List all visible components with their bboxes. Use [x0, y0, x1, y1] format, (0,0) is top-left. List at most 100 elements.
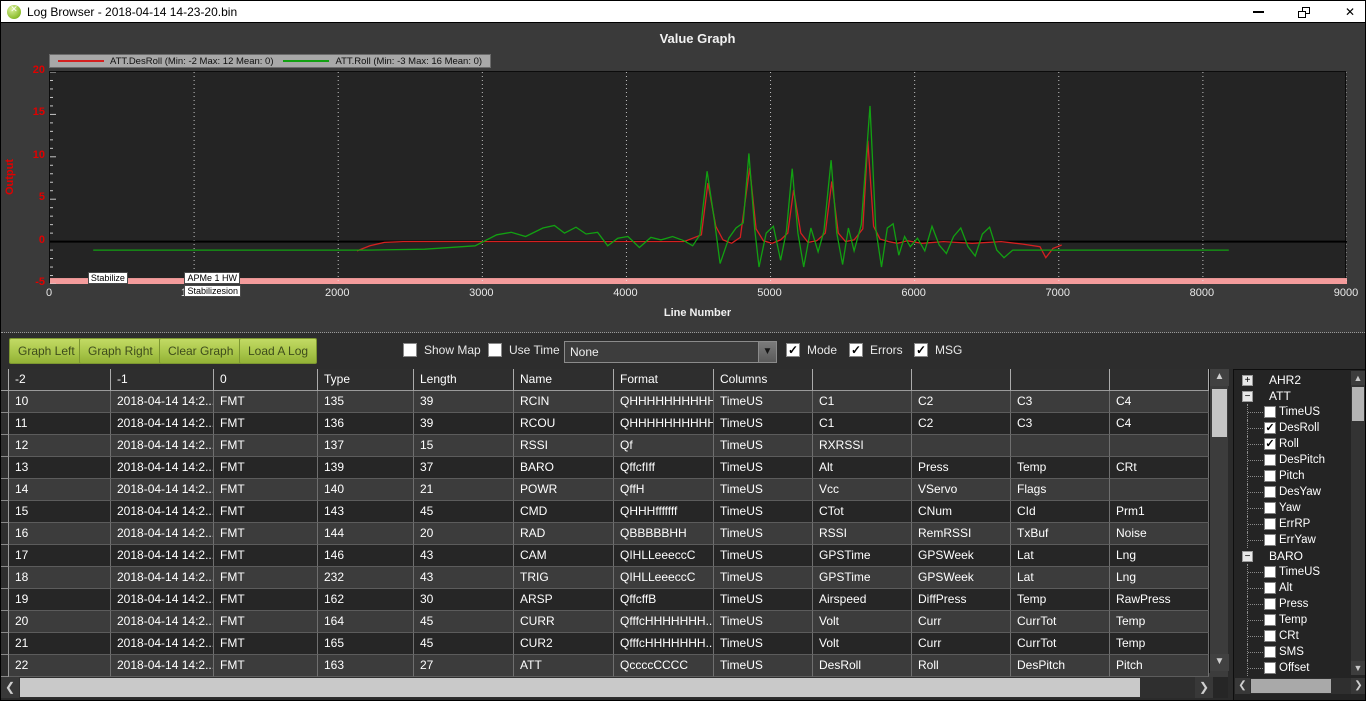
table-cell[interactable]: FMT: [214, 567, 318, 589]
tree-checkbox[interactable]: [1264, 566, 1276, 578]
table-cell[interactable]: CMD: [514, 501, 614, 523]
tree-leaf-offset[interactable]: Offset: [1234, 660, 1352, 676]
tree-leaf-erryaw[interactable]: ErrYaw: [1234, 532, 1352, 548]
table-cell[interactable]: ARSP: [514, 589, 614, 611]
checkbox-show-map[interactable]: Show Map: [403, 343, 481, 357]
table-cell[interactable]: GPSWeek: [912, 545, 1011, 567]
table-cell[interactable]: Vcc: [813, 479, 912, 501]
checkbox-box[interactable]: [403, 343, 417, 357]
row-header-cell[interactable]: [1, 523, 9, 545]
table-cell[interactable]: RSSI: [813, 523, 912, 545]
tree-checkbox[interactable]: [1264, 630, 1276, 642]
table-cell[interactable]: Pitch: [1110, 655, 1209, 677]
row-header-cell[interactable]: [1, 479, 9, 501]
table-cell[interactable]: DesPitch: [1011, 655, 1110, 677]
scroll-right-icon[interactable]: ❯: [1195, 677, 1213, 698]
table-cell[interactable]: ATT: [514, 655, 614, 677]
button-load-a-log[interactable]: Load A Log: [239, 338, 318, 364]
table-row[interactable]: 19 2018-04-14 14:2... FMT 162 30 ARSP QffcffB T…: [1, 589, 1228, 611]
column-header[interactable]: Length: [414, 369, 514, 391]
table-row[interactable]: 22 2018-04-14 14:2... FMT 163 27 ATT QccccCCCC…: [1, 655, 1228, 677]
table-cell[interactable]: FMT: [214, 545, 318, 567]
table-cell[interactable]: Airspeed: [813, 589, 912, 611]
table-cell[interactable]: 21: [414, 479, 514, 501]
column-header[interactable]: [1110, 369, 1209, 391]
table-cell[interactable]: CAM: [514, 545, 614, 567]
row-header-cell[interactable]: [1, 435, 9, 457]
table-cell[interactable]: [912, 435, 1011, 457]
table-cell[interactable]: FMT: [214, 391, 318, 413]
table-cell[interactable]: 20: [9, 611, 111, 633]
table-cell[interactable]: QHHHHHHHHHH...: [614, 391, 714, 413]
table-cell[interactable]: TimeUS: [714, 633, 813, 655]
table-cell[interactable]: C3: [1011, 413, 1110, 435]
tree-leaf-timeus[interactable]: TimeUS: [1234, 404, 1352, 420]
table-cell[interactable]: 10: [9, 391, 111, 413]
table-cell[interactable]: FMT: [214, 655, 318, 677]
tree-checkbox[interactable]: [1264, 518, 1276, 530]
table-row[interactable]: 15 2018-04-14 14:2... FMT 143 45 CMD QHHHfffff…: [1, 501, 1228, 523]
table-cell[interactable]: RemRSSI: [912, 523, 1011, 545]
tree-checkbox[interactable]: ✓: [1264, 438, 1276, 450]
table-cell[interactable]: TimeUS: [714, 589, 813, 611]
table-cell[interactable]: 2018-04-14 14:2...: [111, 523, 214, 545]
table-cell[interactable]: BARO: [514, 457, 614, 479]
table-cell[interactable]: 39: [414, 413, 514, 435]
table-cell[interactable]: 2018-04-14 14:2...: [111, 391, 214, 413]
plot-area[interactable]: [49, 71, 1347, 284]
table-cell[interactable]: CurrTot: [1011, 611, 1110, 633]
table-cell[interactable]: 2018-04-14 14:2...: [111, 611, 214, 633]
table-cell[interactable]: Curr: [912, 611, 1011, 633]
table-cell[interactable]: 27: [414, 655, 514, 677]
table-cell[interactable]: 45: [414, 611, 514, 633]
table-cell[interactable]: 136: [318, 413, 414, 435]
table-cell[interactable]: Temp: [1110, 633, 1209, 655]
table-cell[interactable]: 12: [9, 435, 111, 457]
table-cell[interactable]: [1110, 435, 1209, 457]
column-header[interactable]: Type: [318, 369, 414, 391]
row-header-cell[interactable]: [1, 655, 9, 677]
checkbox-box[interactable]: ✓: [786, 343, 800, 357]
row-header-cell[interactable]: [1, 545, 9, 567]
table-cell[interactable]: CRt: [1110, 457, 1209, 479]
table-cell[interactable]: CNum: [912, 501, 1011, 523]
table-cell[interactable]: QfffcHHHHHHH...: [614, 611, 714, 633]
table-cell[interactable]: TimeUS: [714, 435, 813, 457]
table-cell[interactable]: 14: [9, 479, 111, 501]
tree-horizontal-scrollbar[interactable]: ❮ ❯: [1235, 678, 1365, 694]
tree-leaf-alt[interactable]: Alt: [1234, 580, 1352, 596]
table-cell[interactable]: 2018-04-14 14:2...: [111, 567, 214, 589]
table-cell[interactable]: 37: [414, 457, 514, 479]
table-cell[interactable]: 146: [318, 545, 414, 567]
table-cell[interactable]: 2018-04-14 14:2...: [111, 457, 214, 479]
table-cell[interactable]: DesRoll: [813, 655, 912, 677]
button-clear-graph[interactable]: Clear Graph: [159, 338, 243, 364]
checkbox-use-time[interactable]: Use Time: [488, 343, 560, 357]
table-cell[interactable]: Volt: [813, 633, 912, 655]
checkbox-errors[interactable]: ✓ Errors: [849, 343, 903, 357]
checkbox-box[interactable]: [488, 343, 502, 357]
tree-leaf-timeus[interactable]: TimeUS: [1234, 564, 1352, 580]
tree-node-baro[interactable]: − BARO: [1234, 548, 1352, 564]
table-cell[interactable]: 20: [414, 523, 514, 545]
row-header-cell[interactable]: [1, 567, 9, 589]
table-row[interactable]: 20 2018-04-14 14:2... FMT 164 45 CURR QfffcHHH…: [1, 611, 1228, 633]
row-header-cell[interactable]: [1, 589, 9, 611]
table-cell[interactable]: Lat: [1011, 567, 1110, 589]
table-cell[interactable]: 2018-04-14 14:2...: [111, 479, 214, 501]
table-cell[interactable]: Roll: [912, 655, 1011, 677]
table-cell[interactable]: 2018-04-14 14:2...: [111, 655, 214, 677]
tree-hscroll-thumb[interactable]: [1251, 679, 1331, 693]
table-cell[interactable]: 30: [414, 589, 514, 611]
table-cell[interactable]: QHHHHHHHHHH...: [614, 413, 714, 435]
table-horizontal-scrollbar[interactable]: ❮ ❯: [1, 677, 1213, 698]
table-cell[interactable]: 2018-04-14 14:2...: [111, 501, 214, 523]
tree-vertical-scrollbar[interactable]: ▲ ▼: [1351, 371, 1365, 675]
table-cell[interactable]: C2: [912, 391, 1011, 413]
tree-checkbox[interactable]: [1264, 406, 1276, 418]
table-cell[interactable]: QIHLLeeeccC: [614, 567, 714, 589]
row-header-cell[interactable]: [1, 611, 9, 633]
table-cell[interactable]: GPSWeek: [912, 567, 1011, 589]
table-cell[interactable]: Curr: [912, 633, 1011, 655]
table-cell[interactable]: TimeUS: [714, 413, 813, 435]
